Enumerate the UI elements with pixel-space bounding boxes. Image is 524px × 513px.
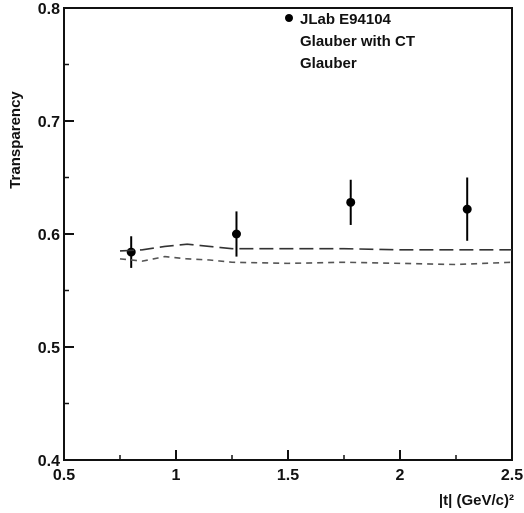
legend: JLab E94104 Glauber with CT Glauber xyxy=(285,11,415,72)
y-tick-label: 0.6 xyxy=(38,227,60,244)
x-axis-title: |t| (GeV/c)² xyxy=(439,492,514,509)
x-tick-label: 2 xyxy=(396,467,405,484)
series-line-glauber xyxy=(119,255,513,266)
data-point xyxy=(462,204,472,214)
y-tick-label: 0.7 xyxy=(38,114,60,131)
legend-label-data: JLab E94104 xyxy=(300,11,392,28)
x-tick-label: 2.5 xyxy=(501,467,523,484)
series-line-glauber-ct xyxy=(119,243,512,252)
legend-label-glauber: Glauber xyxy=(300,55,357,72)
legend-label-ct: Glauber with CT xyxy=(300,33,415,50)
x-axis-ticks: 0.5 1 1.5 2 2.5 xyxy=(53,450,523,484)
y-axis-title: Transparency xyxy=(7,91,24,189)
series-layer xyxy=(119,177,513,268)
y-tick-label: 0.5 xyxy=(38,340,60,357)
data-point xyxy=(346,197,356,207)
y-tick-label: 0.4 xyxy=(38,453,60,470)
x-tick-label: 1.5 xyxy=(277,467,299,484)
data-point xyxy=(126,247,136,257)
legend-marker-data xyxy=(285,14,293,22)
y-axis-ticks: 0.4 0.5 0.6 0.7 0.8 xyxy=(38,1,74,470)
y-tick-label: 0.8 xyxy=(38,1,60,18)
x-tick-label: 1 xyxy=(172,467,181,484)
x-tick-label: 0.5 xyxy=(53,467,75,484)
plot-frame xyxy=(63,7,513,461)
data-point xyxy=(231,229,241,239)
